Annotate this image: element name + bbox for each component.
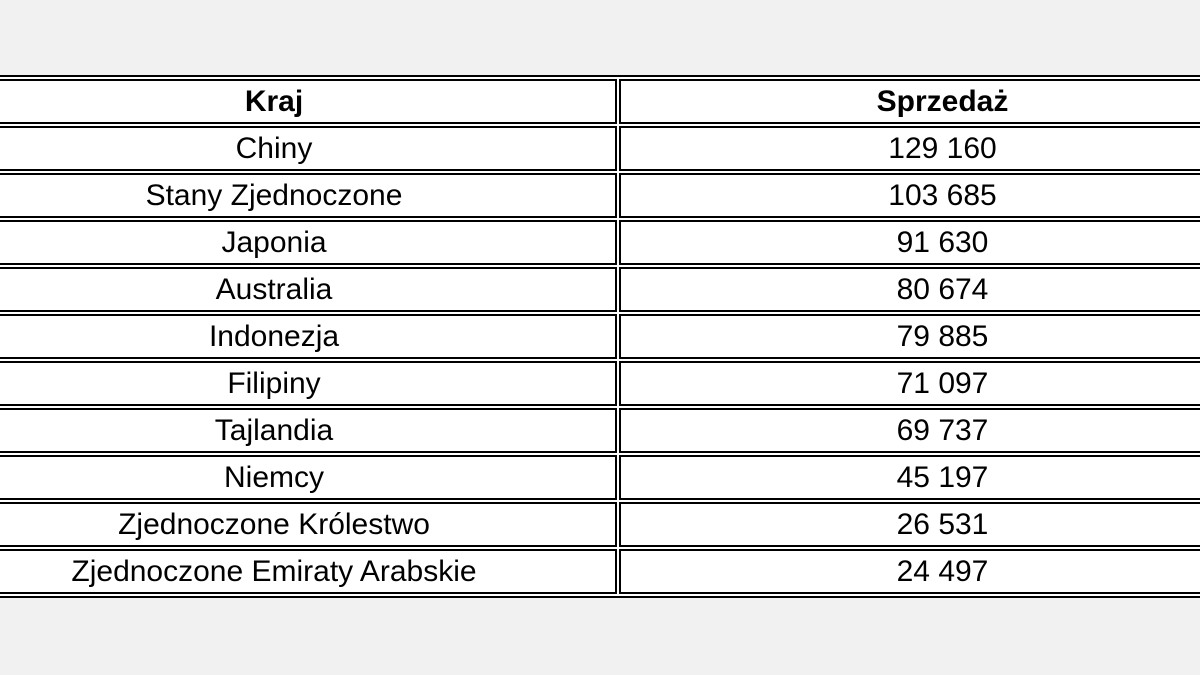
country-cell: Chiny [0, 126, 617, 171]
sales-cell: 91 630 [619, 220, 1200, 265]
country-cell: Tajlandia [0, 408, 617, 453]
sales-table-container: Kraj Sprzedaż Chiny 129 160 Stany Zjednocz… [0, 75, 1200, 598]
column-header-country: Kraj [0, 79, 617, 124]
sales-cell: 24 497 [619, 549, 1200, 594]
country-cell: Japonia [0, 220, 617, 265]
country-cell: Stany Zjednoczone [0, 173, 617, 218]
country-cell: Filipiny [0, 361, 617, 406]
column-header-sales: Sprzedaż [619, 79, 1200, 124]
sales-cell: 69 737 [619, 408, 1200, 453]
header-row: Kraj Sprzedaż [0, 79, 1200, 124]
table-row: Stany Zjednoczone 103 685 [0, 173, 1200, 218]
country-cell: Zjednoczone Królestwo [0, 502, 617, 547]
table-row: Chiny 129 160 [0, 126, 1200, 171]
table-row: Tajlandia 69 737 [0, 408, 1200, 453]
table-row: Zjednoczone Emiraty Arabskie 24 497 [0, 549, 1200, 594]
sales-cell: 129 160 [619, 126, 1200, 171]
country-cell: Indonezja [0, 314, 617, 359]
table-row: Indonezja 79 885 [0, 314, 1200, 359]
sales-cell: 79 885 [619, 314, 1200, 359]
country-cell: Niemcy [0, 455, 617, 500]
table-row: Japonia 91 630 [0, 220, 1200, 265]
sales-cell: 80 674 [619, 267, 1200, 312]
sales-cell: 71 097 [619, 361, 1200, 406]
table-row: Zjednoczone Królestwo 26 531 [0, 502, 1200, 547]
sales-cell: 26 531 [619, 502, 1200, 547]
table-body: Chiny 129 160 Stany Zjednoczone 103 685 Japo… [0, 126, 1200, 594]
sales-cell: 45 197 [619, 455, 1200, 500]
country-cell: Zjednoczone Emiraty Arabskie [0, 549, 617, 594]
table-row: Australia 80 674 [0, 267, 1200, 312]
sales-by-country-table: Kraj Sprzedaż Chiny 129 160 Stany Zjednocz… [0, 75, 1200, 598]
table-row: Niemcy 45 197 [0, 455, 1200, 500]
table-row: Filipiny 71 097 [0, 361, 1200, 406]
sales-cell: 103 685 [619, 173, 1200, 218]
country-cell: Australia [0, 267, 617, 312]
